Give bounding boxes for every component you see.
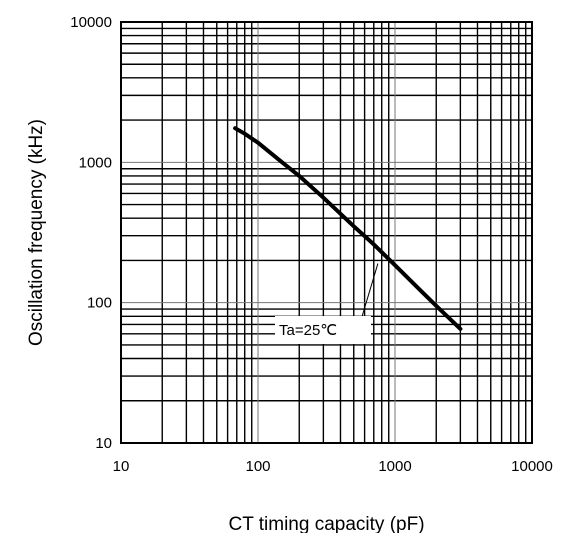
y-axis-title: Oscillation frequency (kHz) xyxy=(26,119,47,346)
y-tick-label: 100 xyxy=(87,295,112,312)
x-tick-label: 1000 xyxy=(378,458,411,475)
x-axis-title: CT timing capacity (pF) xyxy=(228,514,424,533)
annotation-label-0: Ta=25℃ xyxy=(279,322,337,339)
x-tick-label: 10000 xyxy=(511,458,553,475)
series-line-0 xyxy=(233,126,463,331)
y-tick-label: 1000 xyxy=(79,154,112,171)
x-tick-label: 100 xyxy=(245,458,270,475)
tick-labels: 10 100 1000 10000 10 100 1000 10000 xyxy=(70,14,553,475)
x-tick-label: 10 xyxy=(113,458,130,475)
plot-frame xyxy=(120,21,533,444)
y-tick-label: 10 xyxy=(95,435,112,452)
annotation-leader xyxy=(360,263,379,321)
annotation-box xyxy=(275,316,371,344)
series-layer xyxy=(233,126,463,331)
annotation-layer: Ta=25℃ xyxy=(275,263,379,344)
y-tick-label: 10000 xyxy=(70,14,112,31)
grid xyxy=(120,21,533,444)
